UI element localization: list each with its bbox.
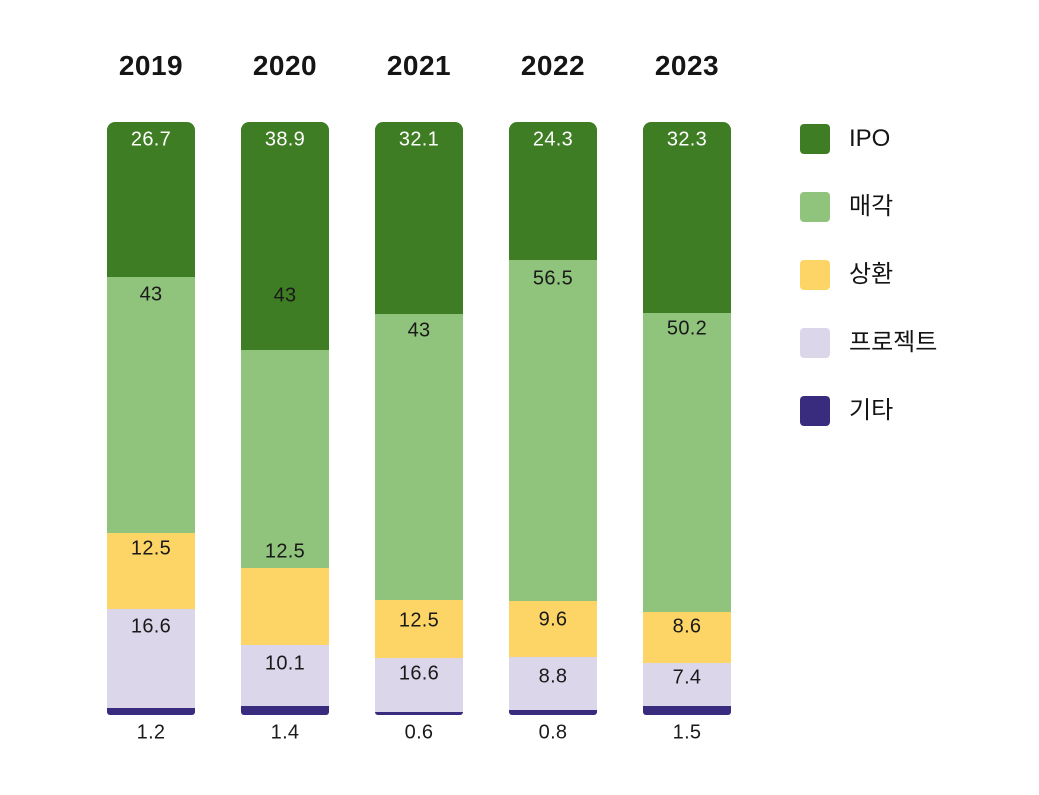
value-label-ipo-2020: 38.9 (264, 128, 306, 151)
bar-stack-2022 (509, 122, 597, 715)
legend-label-project: 프로젝트 (849, 329, 938, 356)
segment-sanghwan-2021 (375, 600, 463, 658)
legend-label-ipo: IPO (849, 125, 891, 152)
bar-stack-2023 (643, 122, 731, 715)
value-label-gita-2022: 0.8 (538, 721, 568, 744)
bar-2019: 26.7 43 12.5 16.6 1.2 (107, 122, 195, 744)
segment-maegak-2021 (375, 314, 463, 600)
value-label-ipo-2022: 24.3 (532, 128, 574, 151)
segment-maegak-2020 (241, 350, 329, 568)
bar-2023: 32.3 50.2 8.6 7.4 1.5 (643, 122, 731, 744)
value-label-sanghwan-2023: 8.6 (672, 615, 702, 638)
value-label-gita-2020: 1.4 (270, 721, 300, 744)
legend-label-gita: 기타 (849, 397, 894, 424)
legend-item-gita: 기타 (800, 396, 893, 426)
value-label-maegak-2023: 50.2 (666, 317, 708, 340)
segment-project-2023 (643, 663, 731, 706)
segment-sanghwan-2022 (509, 601, 597, 657)
segment-project-2020 (241, 645, 329, 706)
year-label-2020: 2020 (252, 50, 318, 81)
segment-ipo-2020 (241, 122, 329, 350)
year-label-2021: 2021 (386, 50, 452, 81)
value-label-gita-2023: 1.5 (672, 721, 702, 744)
segment-gita-2020 (241, 706, 329, 715)
value-label-ipo-2021: 32.1 (398, 128, 440, 151)
segment-gita-2022 (509, 710, 597, 715)
value-label-project-2019: 16.6 (130, 615, 172, 638)
value-label-sanghwan-2020: 12.5 (264, 540, 306, 563)
value-label-maegak-2021: 43 (407, 319, 431, 342)
value-label-project-2021: 16.6 (398, 662, 440, 685)
value-label-project-2023: 7.4 (672, 666, 702, 689)
legend-swatch-ipo (800, 124, 830, 154)
segment-project-2022 (509, 657, 597, 710)
segment-maegak-2023 (643, 313, 731, 612)
value-label-project-2020: 10.1 (264, 652, 306, 675)
value-label-maegak-2019: 43 (139, 283, 163, 306)
bar-stack-2020 (241, 122, 329, 715)
legend-item-maegak: 매각 (800, 192, 893, 222)
value-label-gita-2021: 0.6 (404, 721, 434, 744)
value-label-gita-2019: 1.2 (136, 721, 166, 744)
legend-label-sanghwan: 상환 (849, 261, 894, 288)
value-label-sanghwan-2022: 9.6 (538, 608, 568, 631)
value-label-ipo-2019: 26.7 (130, 128, 172, 151)
legend-swatch-sanghwan (800, 260, 830, 290)
segment-ipo-2022 (509, 122, 597, 260)
legend-label-maegak: 매각 (849, 193, 894, 220)
legend-item-project: 프로젝트 (800, 328, 937, 358)
value-label-sanghwan-2021: 12.5 (398, 609, 440, 632)
segment-sanghwan-2019 (107, 533, 195, 609)
value-label-project-2022: 8.8 (538, 665, 568, 688)
segment-project-2021 (375, 658, 463, 712)
value-label-sanghwan-2019: 12.5 (130, 537, 172, 560)
segment-ipo-2023 (643, 122, 731, 313)
year-label-2019: 2019 (118, 50, 184, 81)
segment-maegak-2022 (509, 260, 597, 601)
legend-item-sanghwan: 상환 (800, 260, 893, 290)
segment-gita-2019 (107, 708, 195, 715)
value-label-ipo-2023: 32.3 (666, 128, 708, 151)
year-label-2022: 2022 (520, 50, 586, 81)
legend-item-ipo: IPO (800, 124, 890, 154)
bar-2020: 38.9 43 12.5 10.1 1.4 (241, 122, 329, 744)
segment-gita-2021 (375, 712, 463, 715)
bar-stack-2019 (107, 122, 195, 715)
bar-2022: 24.3 56.5 9.6 8.8 0.8 (509, 122, 597, 744)
bar-2021: 32.1 43 12.5 16.6 0.6 (375, 122, 463, 744)
value-label-maegak-2022: 56.5 (532, 267, 574, 290)
segment-ipo-2019 (107, 122, 195, 277)
segment-ipo-2021 (375, 122, 463, 314)
legend-swatch-maegak (800, 192, 830, 222)
segment-gita-2023 (643, 706, 731, 715)
bar-stack-2021 (375, 122, 463, 715)
value-label-maegak-2020: 43 (273, 284, 297, 307)
segment-maegak-2019 (107, 277, 195, 533)
segment-sanghwan-2020 (241, 568, 329, 645)
segment-sanghwan-2023 (643, 612, 731, 663)
legend-swatch-project (800, 328, 830, 358)
segment-project-2019 (107, 609, 195, 708)
year-label-2023: 2023 (654, 50, 720, 81)
legend-swatch-gita (800, 396, 830, 426)
